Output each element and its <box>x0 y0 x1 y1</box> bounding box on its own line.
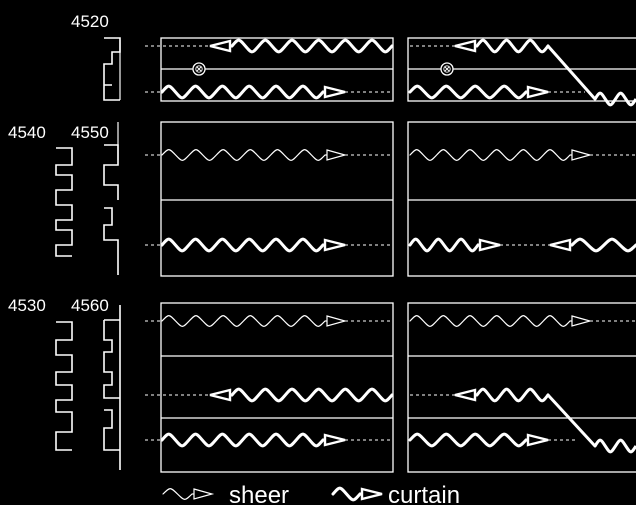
open-arrowhead-icon <box>571 315 593 327</box>
curtain-signal-left <box>475 38 550 54</box>
label-4540: 4540 <box>8 123 46 142</box>
open-arrowhead-icon <box>526 433 549 447</box>
legend-curtain-label: curtain <box>388 482 460 505</box>
bracket-4560 <box>103 305 121 470</box>
label-4520: 4520 <box>71 12 109 31</box>
panel-mid-left <box>160 121 394 277</box>
curtain-crossing <box>546 44 597 101</box>
open-arrowhead-icon <box>549 238 572 252</box>
panel-frames <box>160 37 636 473</box>
open-arrowhead-icon <box>571 149 593 161</box>
curtain-signal-left <box>475 387 550 403</box>
curtain-signal-right <box>408 237 480 253</box>
label-4550: 4550 <box>71 123 109 142</box>
curtain-signal-right <box>160 237 325 253</box>
open-arrowhead-icon <box>454 388 477 402</box>
legend-curtain-wave <box>331 486 362 502</box>
open-arrowhead-icon <box>209 388 232 402</box>
label-4530: 4530 <box>8 296 46 315</box>
curtain-wave-icon <box>331 486 383 502</box>
open-arrowhead-icon <box>209 39 232 53</box>
curtain-signal-left <box>230 387 394 403</box>
wave-signals <box>160 38 636 454</box>
curtain-signal-left <box>230 38 394 54</box>
open-arrowhead-icon <box>454 39 477 53</box>
open-arrowhead-icon <box>323 238 346 252</box>
open-arrowhead-icon <box>323 85 346 99</box>
bracket-4520 <box>103 37 121 101</box>
curtain-signal-right <box>160 84 325 100</box>
legend-sheer-label: sheer <box>229 482 289 505</box>
blocker-symbols <box>192 62 454 76</box>
legend: sheer curtain <box>162 482 460 505</box>
open-arrowhead-icon <box>326 315 348 327</box>
open-arrowhead-icon <box>526 85 549 99</box>
open-arrowhead-icon <box>326 149 348 161</box>
bracket-4530 <box>55 321 73 451</box>
curtain-signal-tail <box>593 438 636 454</box>
label-4560: 4560 <box>71 296 109 315</box>
curtain-signal-right <box>408 84 528 100</box>
panel-bottom-right <box>407 302 636 473</box>
panel-bottom-left <box>160 302 394 473</box>
sheer-signal-right <box>409 149 571 161</box>
open-arrowhead-icon <box>360 487 383 501</box>
curtain-crossing <box>546 393 597 448</box>
sheer-wave-icon <box>162 488 215 500</box>
curtain-signal-right <box>408 432 528 448</box>
legend-sheer-wave <box>162 488 193 500</box>
dashed-guides <box>145 45 636 441</box>
sheer-signal-right <box>161 315 326 327</box>
curtain-signal-left <box>570 237 636 253</box>
open-arrowhead-icon <box>193 488 215 500</box>
bracket-4540 <box>55 147 73 257</box>
panel-mid-right <box>407 121 636 277</box>
bracket-structures <box>55 37 121 470</box>
open-arrowhead-icon <box>478 238 501 252</box>
curtain-signal-right <box>160 432 325 448</box>
sheer-signal-right <box>161 149 326 161</box>
bracket-4550 <box>103 144 119 275</box>
circle-x-icon <box>440 62 454 76</box>
curtain-signal-tail <box>593 91 636 107</box>
sheer-signal-right <box>409 315 571 327</box>
open-arrowhead-icon <box>323 433 346 447</box>
circle-x-icon <box>192 62 206 76</box>
